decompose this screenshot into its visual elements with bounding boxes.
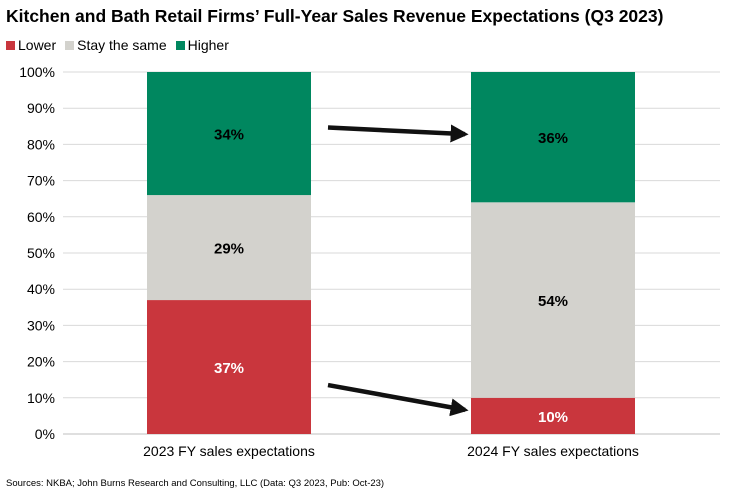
y-tick-label: 80% (27, 136, 55, 152)
y-tick-label: 100% (19, 64, 55, 80)
y-tick-label: 0% (35, 426, 55, 442)
bar-segment-higher (147, 72, 311, 196)
data-label-lower: 10% (538, 409, 568, 426)
data-label-stay-the-same: 29% (214, 241, 244, 258)
legend-swatch-higher (175, 40, 185, 50)
bar-segment-lower (471, 397, 635, 434)
legend-item-stay-the-same: Stay the same (65, 37, 167, 53)
chart-title: Kitchen and Bath Retail Firms’ Full-Year… (6, 6, 664, 26)
bar-segment-stay-the-same (471, 202, 635, 398)
legend: Lower Stay the same Higher (6, 37, 238, 53)
y-tick-label: 40% (27, 281, 55, 297)
bar-segment-lower (147, 300, 311, 434)
y-tick-label: 30% (27, 317, 55, 333)
y-tick-label: 70% (27, 173, 55, 189)
bar-segment-higher (471, 72, 635, 203)
y-tick-label: 10% (27, 390, 55, 406)
x-category-label: 2024 FY sales expectations (467, 443, 639, 459)
data-label-stay-the-same: 54% (538, 293, 568, 310)
bar-segment-stay-the-same (147, 195, 311, 301)
trend-arrow-lower (327, 382, 469, 417)
y-tick-label: 60% (27, 209, 55, 225)
data-label-higher: 34% (214, 127, 244, 144)
data-label-higher: 36% (538, 130, 568, 147)
data-label-lower: 37% (214, 360, 244, 377)
legend-label-higher: Higher (187, 37, 229, 53)
x-category-label: 2023 FY sales expectations (143, 443, 315, 459)
legend-swatch-stay-the-same (65, 40, 75, 50)
trend-arrow-higher (327, 124, 469, 143)
y-tick-label: 20% (27, 354, 55, 370)
legend-item-lower: Lower (6, 37, 56, 53)
legend-label-stay-the-same: Stay the same (77, 37, 167, 53)
source-note: Sources: NKBA; John Burns Research and C… (6, 478, 385, 489)
legend-label-lower: Lower (18, 37, 57, 53)
y-tick-label: 90% (27, 100, 55, 116)
legend-item-higher: Higher (175, 37, 229, 53)
legend-swatch-lower (6, 40, 15, 50)
y-tick-label: 50% (27, 245, 55, 261)
